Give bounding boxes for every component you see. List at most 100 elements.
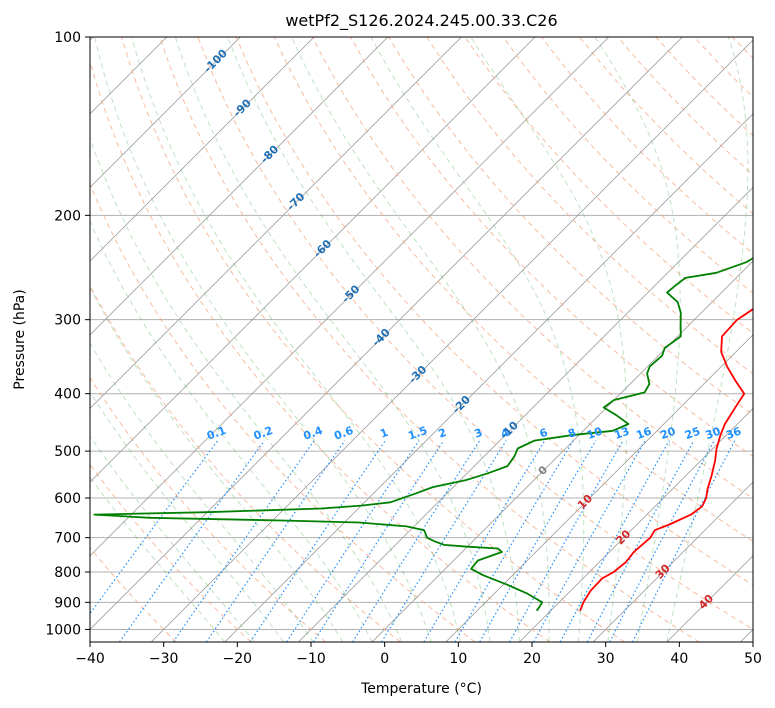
x-tick-label: 40 <box>670 651 688 667</box>
mixing-ratio-label: 0.6 <box>332 424 355 443</box>
isotherm-line <box>519 407 753 642</box>
isotherm-line <box>90 37 536 483</box>
isotherm-line <box>90 37 683 631</box>
mixing-ratio-line <box>172 440 315 642</box>
moist-adiabat-line <box>131 37 461 642</box>
mixing-ratio-line <box>381 440 507 642</box>
dry-adiabat-line <box>90 182 476 642</box>
y-axis-ticks: 100 200 300 400 500 600 700 800 900 1000 <box>45 30 90 638</box>
dry-adiabat-line <box>90 463 252 642</box>
dry-adiabat-line <box>197 37 753 630</box>
mixing-ratio-label: 0.2 <box>252 424 275 443</box>
isotherm-line <box>445 334 753 642</box>
isotherm-line <box>150 39 753 642</box>
mixing-ratio-label: 36 <box>724 424 743 442</box>
dry-adiabat-line <box>159 37 700 642</box>
dry-adiabat-line <box>90 60 551 642</box>
dry-adiabat-line <box>90 284 401 642</box>
mixing-ratio-label: 6 <box>538 426 550 441</box>
pressure-gridlines <box>90 37 753 630</box>
moist-adiabat-line <box>227 37 520 642</box>
moist-adiabat-line <box>370 37 585 642</box>
y-tick-label: 300 <box>54 313 81 329</box>
mixing-ratio-line <box>479 440 597 642</box>
mixing-ratio-label: 4 <box>499 426 511 441</box>
mixing-ratio-label: 20 <box>659 424 678 442</box>
y-tick-label: 800 <box>54 565 81 581</box>
x-axis-label: Temperature (°C) <box>360 681 482 697</box>
isotherm-lines <box>90 37 753 642</box>
mixing-ratio-label: 2 <box>437 426 449 441</box>
temperature-profile-line <box>579 308 753 612</box>
mixing-ratio-label: 3 <box>473 426 485 441</box>
x-tick-label: −40 <box>75 651 105 667</box>
x-tick-label: −10 <box>296 651 326 667</box>
mixing-ratio-line <box>119 440 265 642</box>
isotherm-line <box>371 260 753 642</box>
mixing-ratio-line <box>286 440 420 642</box>
y-tick-label: 500 <box>54 444 81 460</box>
moist-adiabat-line <box>90 391 285 642</box>
y-tick-label: 100 <box>54 30 81 46</box>
dry-adiabat-line <box>90 376 327 642</box>
y-tick-label: 400 <box>54 387 81 403</box>
y-tick-label: 1000 <box>45 622 81 638</box>
y-tick-label: 700 <box>54 531 81 547</box>
x-tick-label: 30 <box>597 651 615 667</box>
moist-adiabat-line <box>90 136 403 642</box>
dry-adiabat-lines <box>90 37 753 642</box>
mixing-ratio-line <box>90 440 219 615</box>
mixing-ratio-label: 16 <box>634 424 653 442</box>
moist-adiabat-line <box>94 37 432 642</box>
y-tick-label: 600 <box>54 491 81 507</box>
mixing-ratio-label: 0.4 <box>302 424 325 443</box>
isotherm-line <box>90 37 462 410</box>
x-tick-label: −30 <box>149 651 179 667</box>
mixing-ratio-label: 0.1 <box>205 424 228 443</box>
mixing-ratio-line <box>559 440 670 642</box>
dry-adiabat-line <box>273 37 753 543</box>
mixing-ratio-label: 10 <box>585 424 604 442</box>
mixing-ratio-label: 8 <box>566 426 578 441</box>
mixing-ratio-label: 1.5 <box>406 424 429 443</box>
y-tick-label: 900 <box>54 595 81 611</box>
isotherm-line <box>592 481 753 642</box>
mixing-ratio-line <box>312 440 445 642</box>
moist-adiabat-line <box>291 37 550 642</box>
chart-title: wetPf2_S126.2024.245.00.33.C26 <box>285 11 557 31</box>
x-tick-label: 10 <box>449 651 467 667</box>
dry-adiabat-line <box>235 37 753 586</box>
mixing-ratio-label: 30 <box>704 424 723 442</box>
x-tick-label: 50 <box>744 651 762 667</box>
moist-adiabat-line <box>470 37 628 642</box>
moist-adiabat-line <box>90 435 255 642</box>
dewpoint-profile-line <box>93 257 753 612</box>
dry-adiabat-line <box>90 546 177 642</box>
mixing-ratio-line <box>352 440 481 642</box>
isotherm-line <box>224 113 753 642</box>
y-axis-label: Pressure (hPa) <box>12 289 28 389</box>
x-axis-ticks: −40 −30 −20 −10 0 10 20 30 40 50 <box>75 642 762 667</box>
sounding-series <box>93 257 753 612</box>
mixing-ratio-label: 13 <box>612 425 631 442</box>
isotherm-line <box>90 37 315 262</box>
moist-adiabat-line <box>90 220 373 642</box>
moist-adiabat-line <box>174 37 491 642</box>
isotherm-line <box>90 37 389 336</box>
x-tick-label: −20 <box>223 651 253 667</box>
dry-adiabat-line <box>121 37 625 642</box>
mixing-ratio-line <box>423 440 546 642</box>
mixing-ratio-lines <box>90 440 736 642</box>
mixing-ratio-line <box>509 440 624 642</box>
moist-adiabat-line <box>90 476 226 642</box>
x-tick-label: 20 <box>523 651 541 667</box>
y-tick-label: 200 <box>54 208 81 224</box>
mixing-ratio-line <box>454 440 574 642</box>
dry-adiabat-line <box>502 37 753 294</box>
mixing-ratio-label: 25 <box>683 425 702 442</box>
mixing-ratio-line <box>249 440 386 642</box>
dry-adiabat-line <box>388 37 753 416</box>
mixing-ratio-label: 1 <box>378 426 390 441</box>
